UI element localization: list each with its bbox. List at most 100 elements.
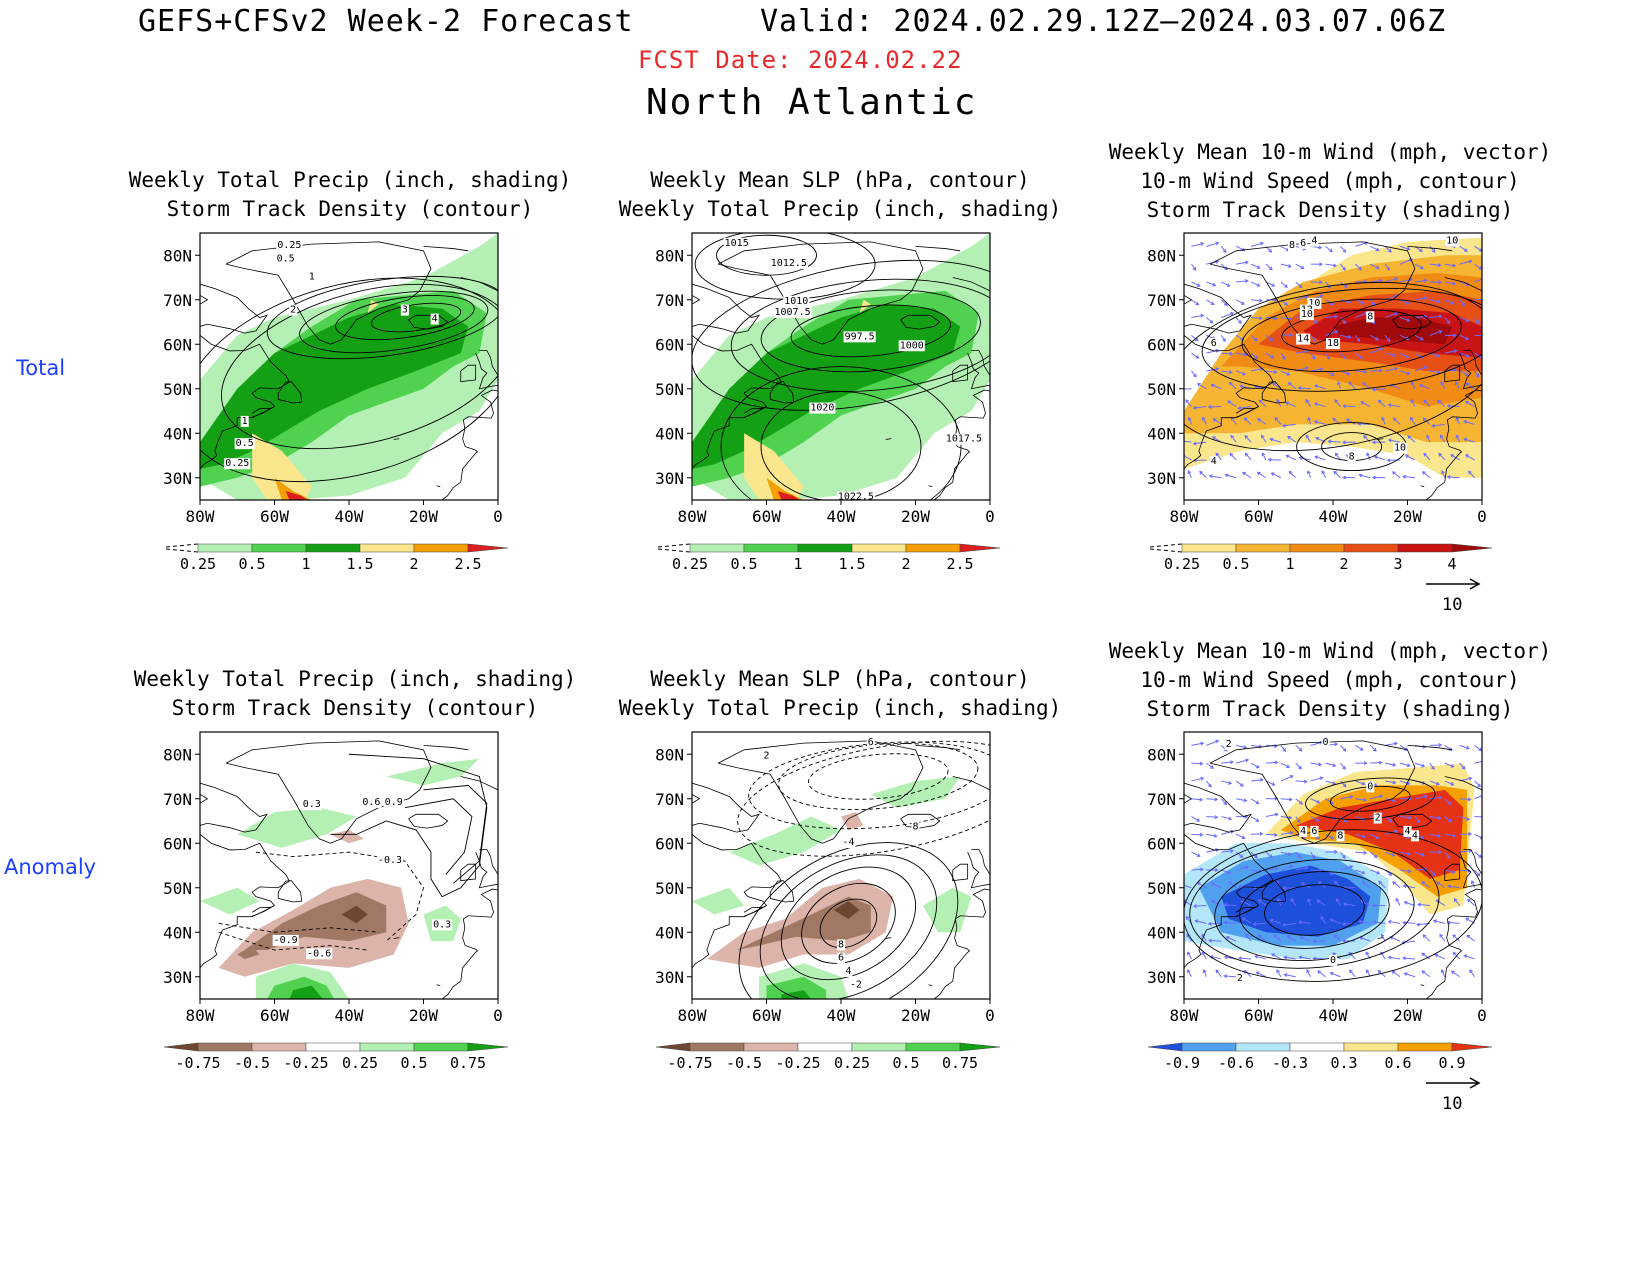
contour-label: 8 <box>912 821 918 832</box>
colorbar-swatch <box>1343 543 1399 553</box>
lat-tick-label: 30N <box>163 968 192 987</box>
shading-region <box>274 477 312 500</box>
colorbar-label: 3 <box>1393 555 1402 573</box>
vector-reference-label: 10 <box>1442 1094 1463 1114</box>
contour-label: -0.6 <box>307 948 331 959</box>
colorbar-label: 2.5 <box>454 555 481 573</box>
colorbar-label: -0.5 <box>234 1054 270 1072</box>
lon-tick-label: 40W <box>335 507 364 525</box>
colorbar-label: 0.75 <box>942 1054 978 1072</box>
lon-tick-label: 0 <box>1477 507 1487 525</box>
panel-1-title-line1: Weekly Total Precip (inch, shading) <box>128 168 572 192</box>
shading-region <box>729 816 841 866</box>
shading-region <box>289 985 323 999</box>
colorbar-label: 4 <box>1447 555 1456 573</box>
contour-label: 1007.5 <box>775 307 811 318</box>
colorbar-label: 0.5 <box>400 1054 427 1072</box>
colorbar-swatch <box>1181 543 1237 553</box>
lat-tick-label: 40N <box>655 424 684 443</box>
colorbar-total-storm: 0.25 0.5 1 2 3 4 <box>1148 543 1493 573</box>
lon-tick-label: 60W <box>260 1006 289 1024</box>
colorbar-label: 0.5 <box>730 555 757 573</box>
contour-label: 2 <box>1237 973 1243 984</box>
shading-region <box>330 829 364 844</box>
colorbar-swatch <box>1397 543 1453 553</box>
lat-tick-label: 30N <box>655 469 684 488</box>
lat-tick-label: 70N <box>163 291 192 310</box>
colorbar-swatch <box>305 1042 361 1052</box>
lat-tick-label: 40N <box>1147 424 1176 443</box>
colorbar-swatch <box>797 1042 853 1052</box>
panel-2-title-line2: Weekly Total Precip (inch, shading) <box>618 197 1062 221</box>
contour-label: 4 <box>1404 826 1410 837</box>
shading-region <box>841 812 864 830</box>
lon-tick-label: 60W <box>260 507 289 525</box>
panel-2-title-line1: Weekly Mean SLP (hPa, contour) <box>650 168 1030 192</box>
lon-tick-label: 40W <box>1319 1006 1348 1024</box>
colorbar-swatch <box>197 543 253 553</box>
colorbar-label: 2.5 <box>946 555 973 573</box>
lat-tick-label: 60N <box>1147 335 1176 354</box>
colorbar-swatch <box>251 1042 307 1052</box>
contour-label: 6 <box>1311 826 1317 837</box>
lat-tick-label: 80N <box>1147 745 1176 764</box>
lon-tick-label: 0 <box>985 1006 995 1024</box>
contour-label: 1 <box>309 271 315 282</box>
contour-label: 4 <box>1311 236 1317 247</box>
lon-tick-label: 40W <box>827 507 856 525</box>
shading-region <box>237 945 260 959</box>
panel-3-title: Weekly Mean 10-m Wind (mph, vector) 10-m… <box>1090 138 1570 225</box>
contour-label: 10 <box>1446 236 1458 247</box>
shading-region <box>252 433 312 500</box>
lat-tick-label: 80N <box>163 745 192 764</box>
colorbar-label: 0.25 <box>672 555 708 573</box>
panel-5-title-line1: Weekly Mean SLP (hPa, contour) <box>650 667 1030 691</box>
shading-region <box>386 758 480 786</box>
lat-tick-label: 80N <box>163 246 192 265</box>
panel-5-title: Weekly Mean SLP (hPa, contour) Weekly To… <box>600 665 1080 723</box>
contour-label: 2 <box>290 305 296 316</box>
colorbar-label: -0.75 <box>667 1054 712 1072</box>
lat-tick-label: 50N <box>655 879 684 898</box>
lon-tick-label: 0 <box>1477 1006 1487 1024</box>
shading-region <box>341 905 368 924</box>
panel-4-title-line1: Weekly Total Precip (inch, shading) <box>133 667 577 691</box>
colorbar-swatch <box>197 1042 253 1052</box>
contour-label: 10 <box>1301 309 1313 320</box>
contour-label: 8 <box>838 939 844 950</box>
contour-label: 4 <box>845 966 851 977</box>
panel-4-title-line2: Storm Track Density (contour) <box>171 696 539 720</box>
lon-tick-label: 80W <box>678 507 707 525</box>
contour-label: 8 <box>1289 240 1295 251</box>
contour-label: 4 <box>1412 830 1418 841</box>
arrow-icon <box>1426 578 1481 590</box>
colorbar-swatch <box>851 543 907 553</box>
contour-label: 2 <box>1226 739 1232 750</box>
lon-tick-label: 20W <box>1393 507 1422 525</box>
lat-tick-label: 70N <box>655 291 684 310</box>
contour-label: 1015 <box>725 238 749 249</box>
contour-label: -0.3 <box>378 855 402 866</box>
panel-6-title-line1: Weekly Mean 10-m Wind (mph, vector) <box>1108 639 1552 663</box>
contour-label: -2 <box>850 979 862 990</box>
colorbar-label: -0.75 <box>175 1054 220 1072</box>
lat-tick-label: 40N <box>163 923 192 942</box>
colorbar-label: 2 <box>1339 555 1348 573</box>
colorbar-swatch <box>851 1042 907 1052</box>
colorbar-label: -0.5 <box>726 1054 762 1072</box>
colorbar-label: 2 <box>409 555 418 573</box>
colorbar-swatch <box>797 543 853 553</box>
contour-label: 0.3 <box>433 919 451 930</box>
vector-reference-total: 10 <box>1424 576 1484 615</box>
lon-tick-label: 0 <box>493 1006 503 1024</box>
shading-region <box>1295 789 1464 879</box>
lat-tick-label: 70N <box>655 790 684 809</box>
contour-label: 4 <box>1211 456 1217 467</box>
contour-label: 0.3 <box>303 799 321 810</box>
contour-label: 18 <box>1327 338 1339 349</box>
contour-label: 4 <box>432 314 438 325</box>
map-panel-total-wind-storm: 86410101210861418810480N70N60N50N40N30N8… <box>1147 232 1487 525</box>
colorbar-label: -0.25 <box>283 1054 328 1072</box>
colorbar-swatch <box>1235 1042 1291 1052</box>
